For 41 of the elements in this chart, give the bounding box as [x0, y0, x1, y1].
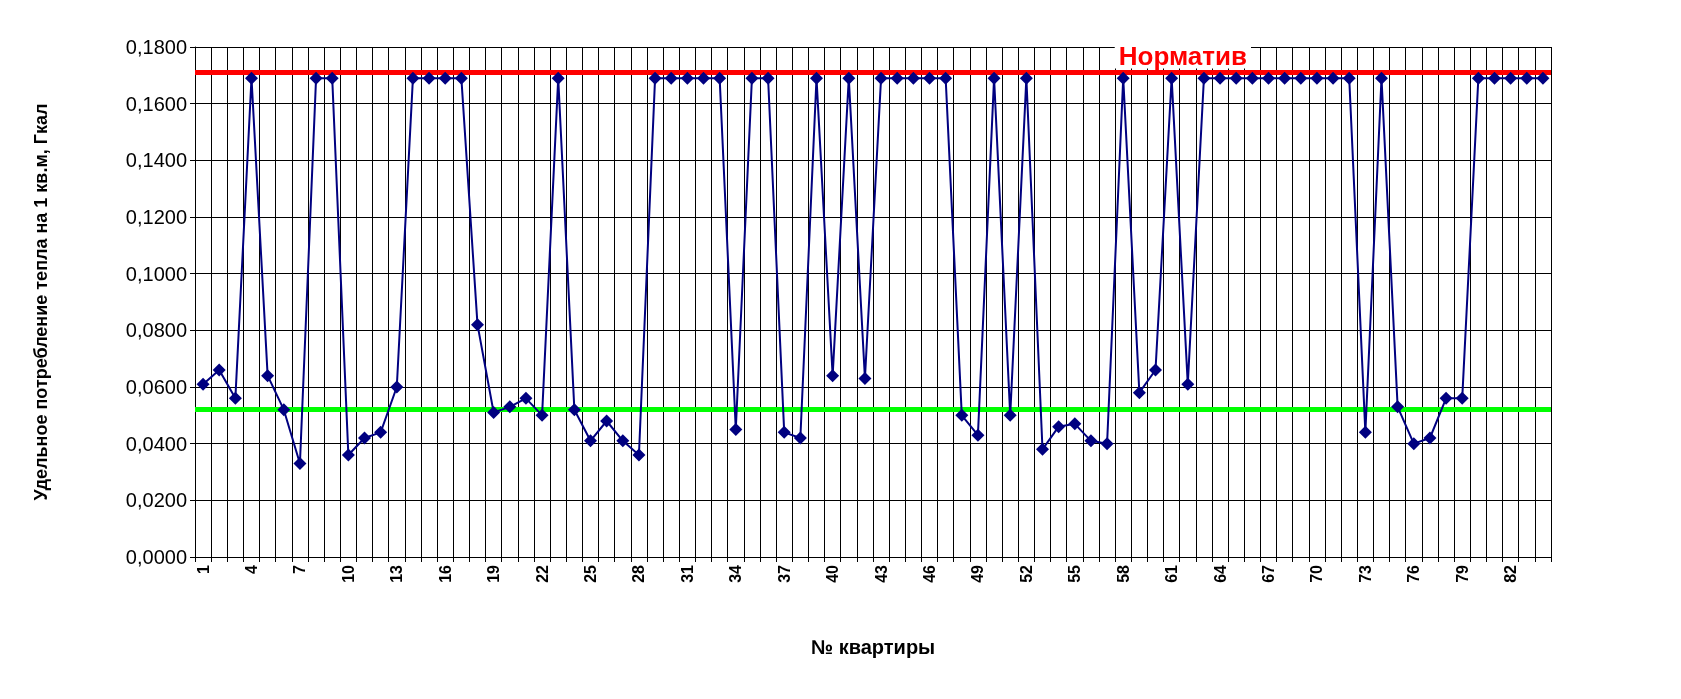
x-tick-label: 55	[1066, 564, 1084, 583]
x-tick-label: 52	[1017, 564, 1035, 583]
x-tick-label: 67	[1260, 564, 1277, 583]
x-tick-label: 10	[339, 564, 357, 583]
x-tick-label: 43	[872, 564, 890, 583]
y-tick-label: 0,0800	[125, 319, 187, 342]
y-tick-label: 0,0000	[125, 546, 187, 568]
x-tick-label: 22	[533, 564, 551, 583]
y-tick-label: 0,0400	[125, 432, 187, 455]
x-tick-label: 37	[775, 564, 793, 583]
x-tick-label: 7	[291, 564, 309, 574]
y-tick-label: 0,1400	[125, 149, 187, 172]
y-tick-label: 0,1200	[125, 206, 187, 228]
x-tick-label: 58	[1114, 564, 1132, 583]
x-tick-label: 40	[824, 564, 842, 583]
x-tick-label: 25	[582, 564, 599, 583]
x-tick-label: 82	[1502, 564, 1520, 583]
x-axis-title: № квартиры	[810, 636, 936, 658]
y-tick-label: 0,1000	[125, 262, 187, 285]
y-tick-label: 0,1800	[125, 36, 187, 58]
x-tick-label: 73	[1356, 564, 1374, 583]
x-tick-label: 4	[243, 564, 260, 574]
x-tick-label: 34	[727, 564, 745, 583]
x-tick-label: 19	[485, 564, 503, 583]
x-tick-label: 31	[678, 564, 696, 583]
x-tick-label: 79	[1453, 564, 1471, 583]
x-tick-label: 70	[1308, 564, 1326, 583]
x-tick-label: 46	[921, 564, 938, 583]
x-tick-label: 49	[969, 564, 987, 583]
y-tick-label: 0,1600	[125, 92, 187, 115]
x-tick-label: 76	[1405, 564, 1423, 583]
y-tick-label: 0,0600	[125, 376, 187, 398]
x-tick-label: 13	[388, 564, 406, 583]
y-axis-title: Удельное потребление тепла на 1 кв.м, Гкал	[31, 103, 51, 501]
x-tick-label: 16	[436, 564, 454, 583]
x-tick-label: 1	[194, 564, 212, 574]
x-tick-label: 61	[1163, 564, 1181, 583]
x-tick-label: 28	[630, 564, 648, 583]
y-tick-label: 0,0200	[125, 489, 187, 512]
ref-line-label: Норматив	[1118, 40, 1247, 71]
x-tick-label: 64	[1211, 564, 1229, 583]
